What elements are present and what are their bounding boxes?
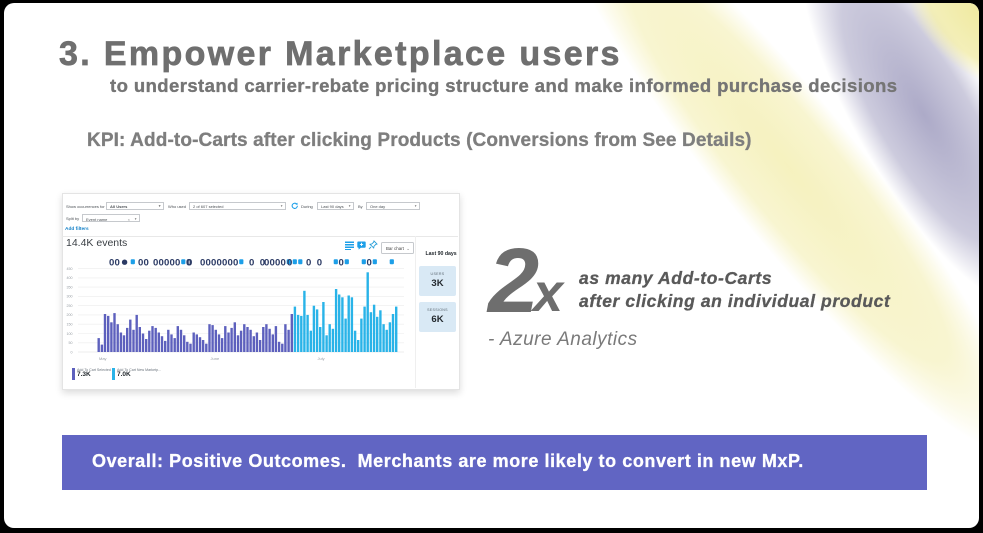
svg-text:0: 0 — [270, 258, 275, 269]
svg-text:450: 450 — [67, 267, 73, 271]
svg-text:0: 0 — [217, 258, 222, 269]
svg-text:0: 0 — [170, 258, 175, 269]
svg-text:June: June — [211, 356, 220, 361]
svg-text:0: 0 — [138, 258, 143, 269]
svg-text:0: 0 — [249, 258, 254, 269]
svg-text:0: 0 — [281, 258, 286, 269]
svg-text:50: 50 — [69, 341, 73, 345]
svg-text:0: 0 — [306, 258, 311, 269]
svg-text:0: 0 — [211, 258, 216, 269]
svg-text:0: 0 — [264, 258, 269, 269]
svg-text:350: 350 — [67, 285, 73, 289]
svg-text:0: 0 — [222, 258, 227, 269]
svg-text:0: 0 — [339, 258, 344, 269]
svg-text:400: 400 — [67, 276, 73, 280]
svg-text:0: 0 — [233, 258, 238, 269]
svg-text:200: 200 — [67, 313, 73, 317]
svg-text:0: 0 — [186, 258, 191, 269]
svg-text:0: 0 — [164, 258, 169, 269]
svg-text:0: 0 — [367, 258, 372, 269]
svg-text:0: 0 — [175, 258, 180, 269]
svg-text:0: 0 — [287, 258, 292, 269]
svg-text:July: July — [318, 356, 325, 361]
svg-text:May: May — [99, 356, 107, 361]
svg-text:300: 300 — [67, 295, 73, 299]
svg-text:0: 0 — [71, 350, 73, 354]
svg-text:0: 0 — [260, 258, 265, 269]
svg-text:0: 0 — [159, 258, 164, 269]
svg-text:0: 0 — [115, 258, 120, 269]
svg-text:0: 0 — [275, 258, 280, 269]
svg-text:250: 250 — [67, 304, 73, 308]
svg-text:0: 0 — [228, 258, 233, 269]
svg-text:100: 100 — [67, 332, 73, 336]
svg-text:0: 0 — [187, 258, 192, 269]
svg-text:0: 0 — [144, 258, 149, 269]
svg-text:0: 0 — [206, 258, 211, 269]
svg-text:0: 0 — [200, 258, 205, 269]
svg-text:0: 0 — [109, 258, 114, 269]
svg-text:0: 0 — [153, 258, 158, 269]
svg-text:0: 0 — [317, 258, 322, 269]
svg-text:150: 150 — [67, 323, 73, 327]
